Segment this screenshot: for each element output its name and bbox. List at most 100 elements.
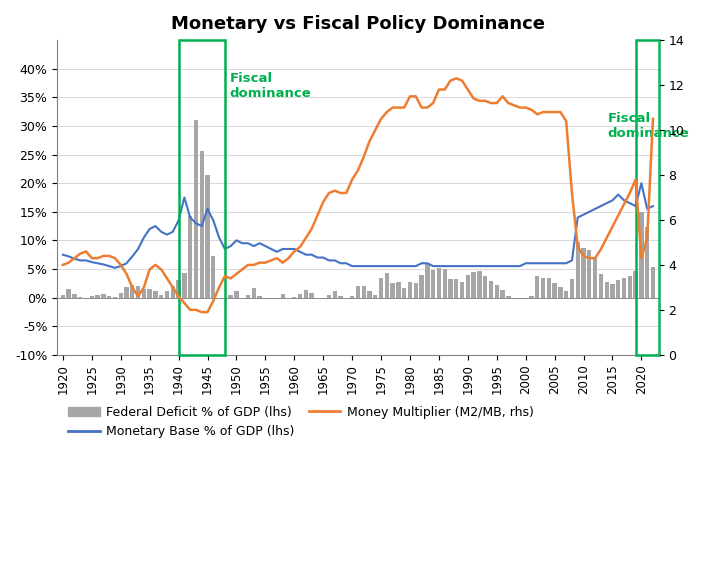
Bar	[303, 290, 308, 298]
Bar	[495, 285, 499, 298]
Bar	[633, 271, 638, 298]
Bar	[552, 283, 557, 298]
Bar	[67, 289, 71, 298]
Bar	[454, 279, 459, 298]
Bar	[373, 295, 377, 298]
Line: Monetary Base % of GDP (lhs): Monetary Base % of GDP (lhs)	[63, 183, 653, 268]
Monetary Base % of GDP (lhs)	[649, 202, 657, 209]
Bar	[199, 150, 204, 298]
Bar	[309, 293, 314, 298]
Bar	[640, 212, 644, 298]
Bar	[402, 288, 406, 298]
Line: Money Multiplier (M2/MB, rhs): Money Multiplier (M2/MB, rhs)	[63, 79, 653, 312]
Bar	[627, 276, 632, 298]
Bar	[622, 278, 626, 298]
Bar	[489, 281, 493, 298]
Monetary Base % of GDP (lhs)	[59, 251, 67, 258]
Money Multiplier (M2/MB, rhs)	[406, 93, 414, 100]
Bar	[234, 291, 239, 298]
Bar	[448, 279, 452, 298]
Bar	[101, 294, 106, 298]
Bar	[61, 295, 65, 298]
Monetary Base % of GDP (lhs)	[614, 191, 623, 198]
Money Multiplier (M2/MB, rhs)	[452, 75, 461, 82]
Bar	[645, 227, 649, 298]
Bar	[252, 288, 256, 298]
Bar	[558, 287, 562, 298]
Bar	[96, 295, 100, 298]
Money Multiplier (M2/MB, rhs)	[198, 309, 206, 316]
Bar	[367, 291, 372, 298]
Bar	[501, 290, 505, 298]
Bar	[350, 296, 354, 298]
Bar	[593, 258, 597, 298]
Bar	[587, 250, 591, 298]
Bar	[159, 295, 163, 298]
Bar	[153, 291, 157, 298]
Bar	[136, 286, 140, 298]
Bar	[471, 272, 476, 298]
Bar	[356, 286, 360, 298]
Bar	[570, 279, 574, 298]
Bar	[391, 283, 395, 298]
Title: Monetary vs Fiscal Policy Dominance: Monetary vs Fiscal Policy Dominance	[171, 15, 545, 33]
Bar	[211, 256, 216, 298]
Bar	[147, 289, 152, 298]
Bar	[177, 280, 181, 298]
Bar	[635, 40, 659, 355]
Bar	[89, 297, 94, 298]
Monetary Base % of GDP (lhs)	[637, 180, 646, 187]
Bar	[206, 175, 210, 298]
Bar	[379, 277, 384, 298]
Bar	[651, 266, 655, 298]
Bar	[530, 296, 534, 298]
Money Multiplier (M2/MB, rhs)	[226, 275, 235, 282]
Bar	[124, 287, 129, 298]
Bar	[535, 276, 540, 298]
Bar	[396, 282, 401, 298]
Text: Fiscal
dominance: Fiscal dominance	[230, 72, 311, 99]
Money Multiplier (M2/MB, rhs)	[608, 223, 617, 230]
Bar	[281, 294, 285, 298]
Monetary Base % of GDP (lhs)	[585, 208, 593, 215]
Bar	[142, 289, 146, 298]
Bar	[228, 295, 233, 298]
Bar	[182, 273, 186, 298]
Bar	[413, 283, 418, 298]
Monetary Base % of GDP (lhs)	[597, 202, 605, 209]
Bar	[107, 297, 111, 298]
Bar	[118, 293, 123, 298]
Bar	[171, 286, 175, 298]
Monetary Base % of GDP (lhs)	[406, 262, 414, 269]
Bar	[130, 285, 135, 298]
Money Multiplier (M2/MB, rhs)	[591, 255, 599, 262]
Bar	[442, 269, 447, 298]
Money Multiplier (M2/MB, rhs)	[620, 201, 628, 208]
Bar	[506, 296, 510, 298]
Bar	[385, 273, 389, 298]
Bar	[466, 275, 470, 298]
Money Multiplier (M2/MB, rhs)	[59, 261, 67, 268]
Bar	[460, 281, 464, 298]
Bar	[165, 291, 169, 298]
Bar	[581, 248, 586, 298]
Bar	[425, 263, 430, 298]
Bar	[483, 276, 487, 298]
Bar	[598, 274, 603, 298]
Bar	[298, 294, 302, 298]
Legend: Federal Deficit % of GDP (lhs), Monetary Base % of GDP (lhs), Money Multiplier (: Federal Deficit % of GDP (lhs), Monetary…	[63, 401, 539, 443]
Bar	[420, 275, 424, 298]
Bar	[576, 242, 580, 298]
Bar	[362, 286, 366, 298]
Bar	[605, 281, 609, 298]
Bar	[547, 277, 551, 298]
Bar	[72, 294, 77, 298]
Money Multiplier (M2/MB, rhs)	[649, 116, 657, 123]
Bar	[338, 296, 342, 298]
Bar	[564, 291, 569, 298]
Bar	[194, 120, 198, 298]
Bar	[437, 268, 441, 298]
Bar	[408, 282, 412, 298]
Monetary Base % of GDP (lhs)	[603, 200, 611, 207]
Bar	[257, 296, 262, 298]
